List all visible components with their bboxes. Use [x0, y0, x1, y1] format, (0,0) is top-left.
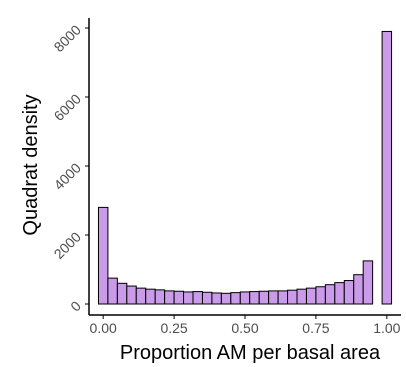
- histogram-bar: [381, 30, 393, 305]
- histogram-bar: [268, 290, 279, 305]
- histogram-bar: [107, 277, 118, 305]
- histogram-bar: [249, 291, 260, 305]
- histogram-bar: [211, 292, 222, 305]
- y-axis-label: Quadrat density: [20, 94, 42, 235]
- y-tick-label: 0: [67, 297, 84, 314]
- x-tick-label: 0.25: [160, 320, 187, 336]
- histogram-bar: [258, 290, 270, 305]
- histogram-bar: [201, 291, 213, 305]
- histogram-bar: [164, 290, 175, 305]
- y-tick-label: 8000: [51, 21, 84, 54]
- x-tick-label: 0.50: [231, 320, 258, 336]
- histogram-bars: [97, 30, 393, 305]
- histogram-bar: [343, 280, 355, 305]
- histogram-bar: [324, 284, 336, 305]
- histogram-bar: [296, 288, 307, 305]
- x-tick-label: 0.75: [302, 320, 329, 336]
- x-tick-label: 0.00: [90, 320, 117, 336]
- histogram-bar: [362, 260, 374, 305]
- histogram-bar: [97, 206, 109, 305]
- x-axis-label: Proportion AM per basal area: [120, 342, 381, 364]
- histogram-bar: [220, 292, 232, 305]
- histogram-bar: [315, 286, 326, 305]
- histogram-bar: [145, 288, 156, 305]
- y-tick-label: 4000: [51, 159, 84, 192]
- histogram-bar: [287, 289, 298, 305]
- histogram-bar: [353, 274, 364, 305]
- histogram-bar: [154, 289, 166, 305]
- histogram-bar: [334, 282, 345, 305]
- x-tick-label: 1.00: [373, 320, 400, 336]
- histogram-bar: [239, 291, 251, 305]
- y-tick-label: 2000: [51, 228, 84, 261]
- histogram-bar: [192, 291, 203, 305]
- histogram-bar: [183, 291, 194, 305]
- chart-axes: [85, 18, 401, 319]
- histogram-bar: [135, 287, 147, 305]
- histogram-bar: [126, 285, 137, 305]
- y-tick-label: 6000: [51, 90, 84, 123]
- histogram-bar: [230, 292, 241, 305]
- histogram-bar: [116, 282, 128, 305]
- histogram-bar: [173, 290, 185, 305]
- histogram-bar: [277, 290, 289, 305]
- histogram-bar: [305, 287, 317, 305]
